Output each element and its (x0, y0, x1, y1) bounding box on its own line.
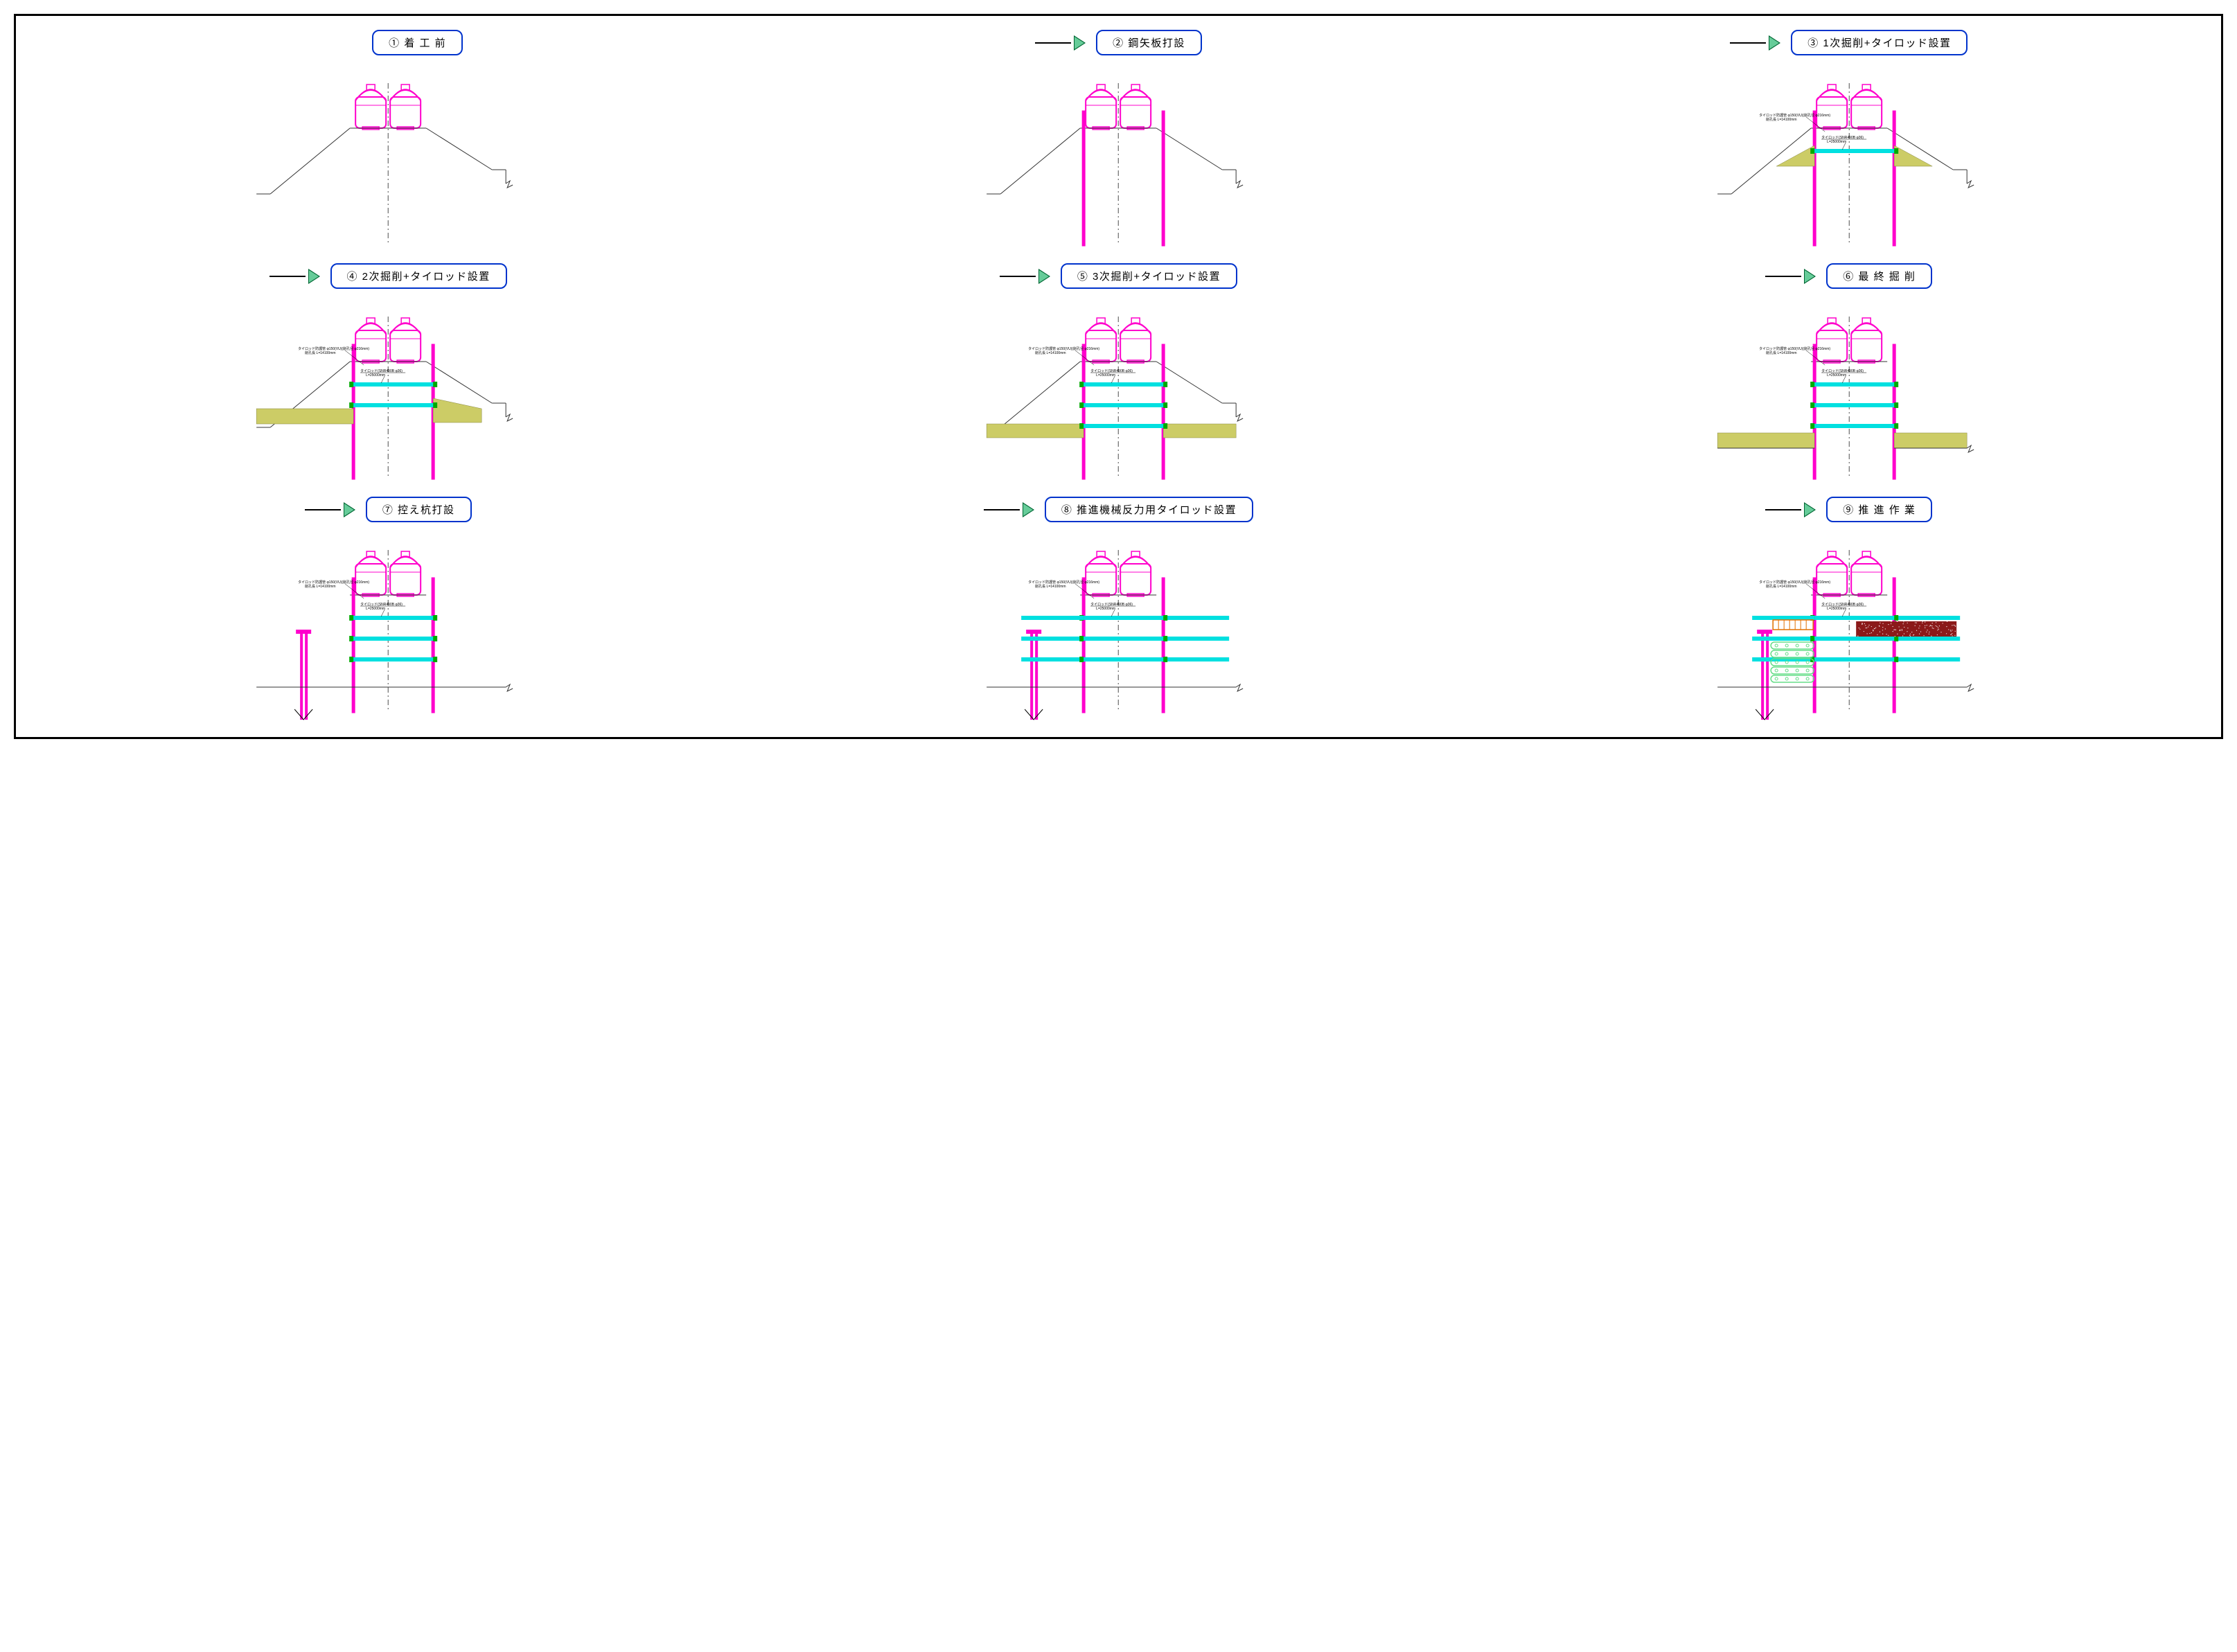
step-title: ⑧ 推進機械反力用タイロッド設置 (1045, 497, 1253, 522)
steps-grid: ① 着 工 前 ② 鋼矢板打設 ③ 1次掘削+タイロッド設置タイロッド防護管 φ15… (23, 30, 2214, 723)
svg-text:タイロッド防護管 φ150(VU)(削孔径 φ216mm): タイロッド防護管 φ150(VU)(削孔径 φ216mm) (1759, 113, 1830, 118)
step-header: ① 着 工 前 (23, 30, 753, 55)
stage-diagram (23, 62, 753, 256)
step-cell-3: ③ 1次掘削+タイロッド設置タイロッド防護管 φ150(VU)(削孔径 φ216… (1484, 30, 2214, 256)
step-cell-6: ⑥ 最 終 掘 削タイロッド防護管 φ150(VU)(削孔径 φ216mm)削孔… (1484, 263, 2214, 490)
step-title: ⑦ 控え杭打設 (366, 497, 472, 522)
svg-text:L=25000mm: L=25000mm (1096, 373, 1115, 378)
step-header: ④ 2次掘削+タイロッド設置 (23, 263, 753, 289)
svg-text:削孔長 L=14100mm: 削孔長 L=14100mm (1035, 584, 1066, 589)
step-title: ② 鋼矢板打設 (1096, 30, 1202, 55)
flow-arrow (984, 502, 1034, 517)
step-cell-8: ⑧ 推進機械反力用タイロッド設置タイロッド防護管 φ150(VU)(削孔径 φ2… (753, 497, 1483, 723)
svg-text:タイロッド防護管 φ150(VU)(削孔径 φ216mm): タイロッド防護管 φ150(VU)(削孔径 φ216mm) (298, 580, 369, 585)
step-title: ① 着 工 前 (372, 30, 463, 55)
flow-arrow (1765, 502, 1816, 517)
svg-text:L=25000mm: L=25000mm (366, 373, 385, 378)
svg-text:L=25000mm: L=25000mm (1827, 607, 1846, 611)
svg-text:L=25000mm: L=25000mm (366, 607, 385, 611)
step-cell-2: ② 鋼矢板打設 (753, 30, 1483, 256)
svg-text:タイロッド防護管 φ150(VU)(削孔径 φ216mm): タイロッド防護管 φ150(VU)(削孔径 φ216mm) (1759, 346, 1830, 351)
step-header: ③ 1次掘削+タイロッド設置 (1484, 30, 2214, 55)
stage-diagram: タイロッド防護管 φ150(VU)(削孔径 φ216mm)削孔長 L=14100… (1484, 296, 2214, 490)
stage-diagram: タイロッド防護管 φ150(VU)(削孔径 φ216mm)削孔長 L=14100… (23, 296, 753, 490)
svg-text:削孔長 L=14100mm: 削孔長 L=14100mm (1766, 584, 1796, 589)
step-title: ③ 1次掘削+タイロッド設置 (1791, 30, 1968, 55)
step-header: ⑧ 推進機械反力用タイロッド設置 (753, 497, 1483, 522)
step-cell-4: ④ 2次掘削+タイロッド設置タイロッド防護管 φ150(VU)(削孔径 φ216… (23, 263, 753, 490)
step-header: ⑦ 控え杭打設 (23, 497, 753, 522)
svg-text:削孔長 L=14100mm: 削孔長 L=14100mm (1035, 350, 1066, 355)
svg-text:タイロッド防護管 φ150(VU)(削孔径 φ216mm): タイロッド防護管 φ150(VU)(削孔径 φ216mm) (1759, 580, 1830, 585)
svg-text:削孔長 L=14100mm: 削孔長 L=14100mm (305, 584, 335, 589)
step-title: ⑨ 推 進 作 業 (1826, 497, 1932, 522)
stage-diagram (753, 62, 1483, 256)
flow-arrow (1035, 35, 1086, 51)
step-title: ⑤ 3次掘削+タイロッド設置 (1061, 263, 1237, 289)
svg-text:タイロッド防護管 φ150(VU)(削孔径 φ216mm): タイロッド防護管 φ150(VU)(削孔径 φ216mm) (1028, 346, 1099, 351)
flow-arrow (1765, 269, 1816, 284)
step-cell-5: ⑤ 3次掘削+タイロッド設置タイロッド防護管 φ150(VU)(削孔径 φ216… (753, 263, 1483, 490)
svg-text:タイロッド防護管 φ150(VU)(削孔径 φ216mm): タイロッド防護管 φ150(VU)(削孔径 φ216mm) (298, 346, 369, 351)
step-title: ④ 2次掘削+タイロッド設置 (330, 263, 507, 289)
flow-arrow (305, 502, 355, 517)
step-title: ⑥ 最 終 掘 削 (1826, 263, 1932, 289)
diagram-frame: ① 着 工 前 ② 鋼矢板打設 ③ 1次掘削+タイロッド設置タイロッド防護管 φ15… (14, 14, 2223, 739)
svg-text:L=25000mm: L=25000mm (1096, 607, 1115, 611)
stage-diagram: タイロッド防護管 φ150(VU)(削孔径 φ216mm)削孔長 L=14100… (753, 296, 1483, 490)
flow-arrow (269, 269, 320, 284)
svg-text:削孔長 L=14100mm: 削孔長 L=14100mm (1766, 350, 1796, 355)
step-header: ⑤ 3次掘削+タイロッド設置 (753, 263, 1483, 289)
step-header: ⑨ 推 進 作 業 (1484, 497, 2214, 522)
svg-text:L=25000mm: L=25000mm (1827, 140, 1846, 144)
flow-arrow (1730, 35, 1780, 51)
flow-arrow (1000, 269, 1050, 284)
stage-diagram: タイロッド防護管 φ150(VU)(削孔径 φ216mm)削孔長 L=14100… (23, 529, 753, 723)
step-cell-9: ⑨ 推 進 作 業タイロッド防護管 φ150(VU)(削孔径 φ216mm)削孔… (1484, 497, 2214, 723)
step-header: ⑥ 最 終 掘 削 (1484, 263, 2214, 289)
svg-text:削孔長 L=14100mm: 削孔長 L=14100mm (1766, 117, 1796, 122)
svg-text:L=25000mm: L=25000mm (1827, 373, 1846, 378)
svg-text:タイロッド防護管 φ150(VU)(削孔径 φ216mm): タイロッド防護管 φ150(VU)(削孔径 φ216mm) (1028, 580, 1099, 585)
svg-text:削孔長 L=14100mm: 削孔長 L=14100mm (305, 350, 335, 355)
step-cell-7: ⑦ 控え杭打設タイロッド防護管 φ150(VU)(削孔径 φ216mm)削孔長 … (23, 497, 753, 723)
stage-diagram: タイロッド防護管 φ150(VU)(削孔径 φ216mm)削孔長 L=14100… (1484, 529, 2214, 723)
step-header: ② 鋼矢板打設 (753, 30, 1483, 55)
stage-diagram: タイロッド防護管 φ150(VU)(削孔径 φ216mm)削孔長 L=14100… (1484, 62, 2214, 256)
stage-diagram: タイロッド防護管 φ150(VU)(削孔径 φ216mm)削孔長 L=14100… (753, 529, 1483, 723)
step-cell-1: ① 着 工 前 (23, 30, 753, 256)
